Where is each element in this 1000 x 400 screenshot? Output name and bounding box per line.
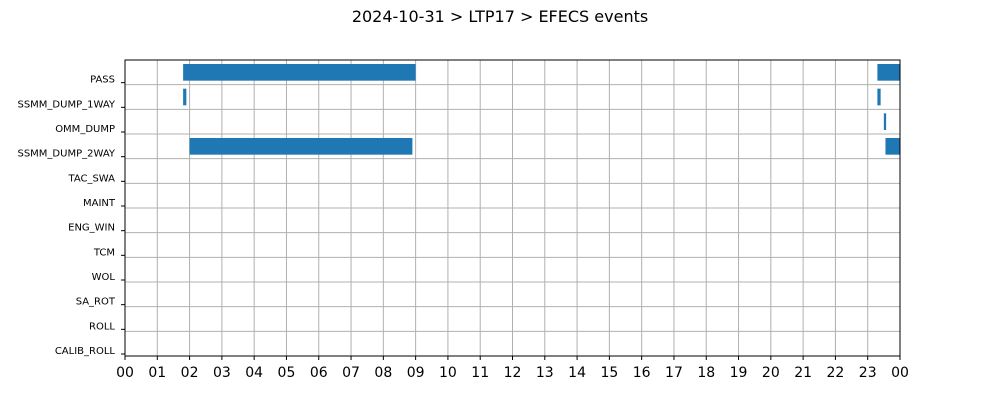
x-tick-label: 00: [116, 365, 134, 381]
x-tick-label: 20: [762, 365, 780, 381]
y-tick-label: SSMM_DUMP_1WAY: [17, 99, 115, 110]
x-tick-label: 02: [181, 365, 199, 381]
x-tick-label: 16: [633, 365, 651, 381]
x-tick-label: 18: [697, 365, 715, 381]
event-bar-pass: [183, 64, 416, 81]
y-tick-label: ENG_WIN: [68, 223, 115, 234]
x-tick-label: 19: [730, 365, 748, 381]
x-tick-label: 01: [148, 365, 166, 381]
y-tick-label: OMM_DUMP: [55, 124, 115, 135]
x-tick-label: 12: [504, 365, 522, 381]
y-tick-label: CALIB_ROLL: [55, 346, 116, 357]
y-tick-label: TAC_SWA: [67, 173, 115, 184]
event-bar-omm-dump: [883, 113, 887, 130]
x-tick-label: 08: [374, 365, 392, 381]
event-bar-ssmm-dump-2way: [189, 138, 413, 155]
y-tick-label: ROLL: [89, 321, 115, 332]
x-axis: 00 01 02 03 04 05 06 07 08 09 10 11 12 13 14 15 16 17 18 19…: [116, 356, 909, 381]
x-tick-label: 00: [891, 365, 909, 381]
x-tick-label: 22: [827, 365, 845, 381]
x-tick-label: 05: [278, 365, 296, 381]
y-tick-label: SSMM_DUMP_2WAY: [17, 149, 115, 160]
y-tick-label: TCM: [93, 247, 115, 258]
event-bar-ssmm-dump-1way: [183, 88, 187, 106]
x-tick-label: 07: [342, 365, 360, 381]
event-bar-ssmm-dump-2way: [885, 138, 900, 155]
grid-layer: [124, 60, 901, 356]
event-bar-pass: [877, 64, 900, 81]
x-tick-label: 21: [794, 365, 812, 381]
y-tick-label: PASS: [90, 75, 115, 86]
x-tick-label: 09: [407, 365, 425, 381]
x-tick-label: 11: [471, 365, 489, 381]
x-tick-label: 17: [665, 365, 683, 381]
y-axis: PASS SSMM_DUMP_1WAY OMM_DUMP SSMM_DUMP_2WAY…: [17, 75, 125, 357]
x-tick-label: 23: [859, 365, 877, 381]
event-bar-ssmm-dump-1way: [877, 88, 881, 106]
x-tick-label: 03: [213, 365, 231, 381]
x-tick-label: 14: [568, 365, 586, 381]
x-tick-label: 13: [536, 365, 554, 381]
y-tick-label: WOL: [92, 272, 116, 283]
y-tick-label: MAINT: [83, 198, 116, 209]
x-tick-label: 10: [439, 365, 457, 381]
x-tick-label: 04: [245, 365, 263, 381]
bars-layer: [183, 64, 900, 155]
y-tick-label: SA_ROT: [76, 297, 116, 308]
x-tick-label: 15: [600, 365, 618, 381]
chart-title: 2024-10-31 > LTP17 > EFECS events: [352, 7, 648, 26]
x-tick-label: 06: [310, 365, 328, 381]
